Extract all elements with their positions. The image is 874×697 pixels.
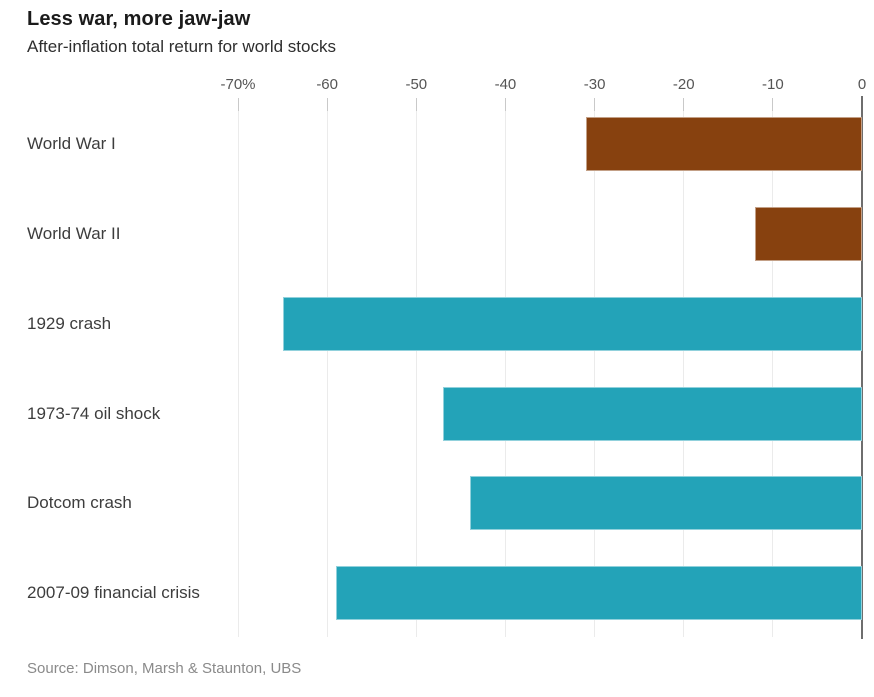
x-gridline: [415, 98, 417, 637]
x-axis-tick: [415, 98, 417, 111]
bar-dotcom-crash: [469, 476, 862, 531]
x-gridline: [504, 98, 506, 637]
x-gridline: [772, 98, 774, 637]
chart-subtitle: After-inflation total return for world s…: [27, 37, 336, 56]
category-label-world-war-ii: World War II: [27, 223, 121, 243]
x-gridline: [237, 98, 239, 637]
bar-world-war-ii: [755, 206, 862, 261]
bar-1973-74-oil-shock: [443, 386, 862, 441]
x-axis-label: 0: [857, 76, 867, 93]
category-label-1929-crash: 1929 crash: [27, 313, 112, 333]
x-axis-tick: [594, 98, 596, 111]
x-axis-label: -50: [405, 76, 428, 93]
x-axis-label: -40: [494, 76, 517, 93]
bar-2007-09-financial-crisis: [336, 566, 862, 621]
x-gridline: [683, 98, 685, 637]
bar-world-war-i: [585, 117, 862, 171]
x-axis-label: -30: [583, 76, 606, 93]
x-axis-tick: [326, 98, 328, 111]
zero-baseline: [861, 96, 863, 639]
x-axis-tick: [237, 98, 239, 111]
x-axis-tick: [772, 98, 774, 111]
x-axis-label: -60: [316, 76, 338, 93]
x-axis-label: -70%: [220, 76, 256, 93]
bar-1929-crash: [282, 296, 862, 351]
category-label-world-war-i: World War I: [27, 134, 116, 153]
category-label-dotcom-crash: Dotcom crash: [27, 493, 132, 513]
chart-title: Less war, more jaw-jaw: [27, 8, 251, 30]
x-axis-label: -20: [672, 76, 695, 93]
source-note: Source: Dimson, Marsh & Staunton, UBS: [27, 660, 302, 677]
x-axis-tick: [504, 98, 506, 111]
category-label-1973-74-oil-shock: 1973-74 oil shock: [27, 403, 161, 423]
x-gridline: [326, 98, 328, 637]
x-gridline: [594, 98, 596, 637]
x-axis-tick: [683, 98, 685, 111]
x-axis-label: -10: [762, 76, 784, 93]
category-label-2007-09-financial-crisis: 2007-09 financial crisis: [27, 583, 200, 603]
